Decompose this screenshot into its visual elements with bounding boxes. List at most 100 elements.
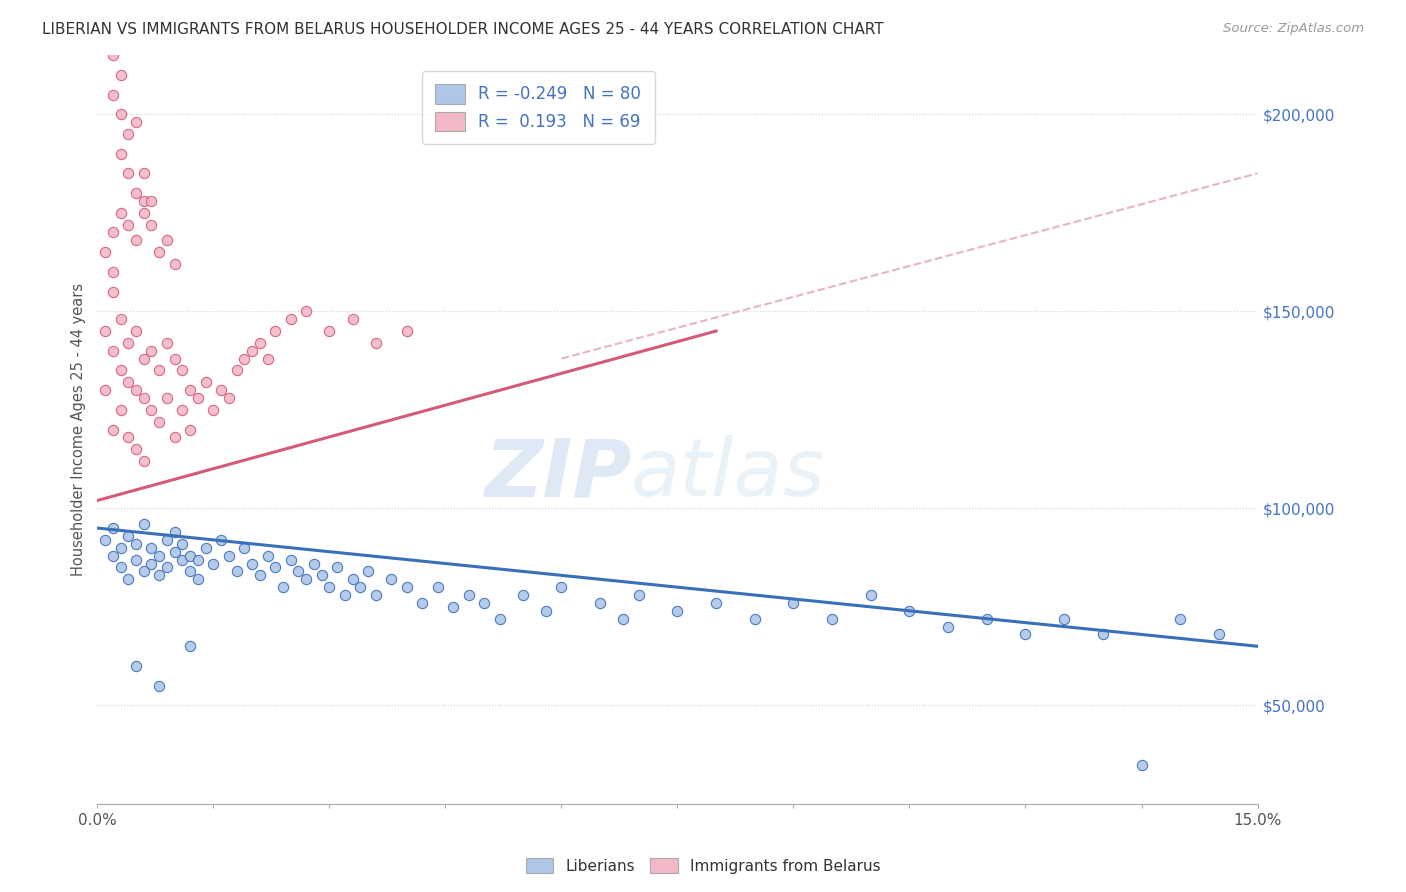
Point — [101, 87, 124, 102]
Point — [117, 529, 139, 543]
Point — [976, 612, 998, 626]
Point — [194, 376, 217, 390]
Point — [179, 549, 201, 563]
Point — [179, 383, 201, 397]
Text: LIBERIAN VS IMMIGRANTS FROM BELARUS HOUSEHOLDER INCOME AGES 25 - 44 YEARS CORREL: LIBERIAN VS IMMIGRANTS FROM BELARUS HOUS… — [42, 22, 884, 37]
Legend: Liberians, Immigrants from Belarus: Liberians, Immigrants from Belarus — [519, 852, 887, 880]
Point — [395, 324, 418, 338]
Point — [249, 568, 271, 582]
Point — [179, 565, 201, 579]
Point — [426, 580, 449, 594]
Point — [1014, 627, 1036, 641]
Point — [318, 324, 340, 338]
Point — [202, 557, 225, 571]
Point — [172, 537, 194, 551]
Point — [666, 604, 689, 618]
Point — [156, 391, 179, 405]
Point — [302, 557, 325, 571]
Point — [280, 552, 302, 566]
Point — [271, 580, 294, 594]
Point — [357, 565, 380, 579]
Point — [172, 402, 194, 417]
Point — [110, 68, 132, 82]
Point — [172, 363, 194, 377]
Point — [163, 257, 186, 271]
Point — [342, 572, 364, 586]
Point — [233, 351, 256, 366]
Point — [163, 430, 186, 444]
Point — [1091, 627, 1114, 641]
Point — [125, 186, 148, 200]
Point — [125, 383, 148, 397]
Point — [163, 524, 186, 539]
Point — [110, 541, 132, 555]
Point — [148, 245, 170, 260]
Point — [156, 335, 179, 350]
Point — [411, 596, 433, 610]
Point — [156, 233, 179, 247]
Point — [295, 304, 318, 318]
Point — [380, 572, 402, 586]
Y-axis label: Householder Income Ages 25 - 44 years: Householder Income Ages 25 - 44 years — [72, 283, 86, 576]
Point — [233, 541, 256, 555]
Point — [101, 226, 124, 240]
Point — [148, 415, 170, 429]
Point — [132, 517, 155, 532]
Point — [125, 442, 148, 457]
Point — [225, 363, 247, 377]
Point — [125, 659, 148, 673]
Point — [488, 612, 510, 626]
Text: Source: ZipAtlas.com: Source: ZipAtlas.com — [1223, 22, 1364, 36]
Legend: R = -0.249   N = 80, R =  0.193   N = 69: R = -0.249 N = 80, R = 0.193 N = 69 — [422, 71, 655, 145]
Point — [117, 218, 139, 232]
Point — [256, 549, 278, 563]
Point — [132, 166, 155, 180]
Point — [148, 679, 170, 693]
Point — [101, 549, 124, 563]
Point — [117, 335, 139, 350]
Point — [311, 568, 333, 582]
Point — [125, 537, 148, 551]
Point — [117, 572, 139, 586]
Point — [264, 324, 287, 338]
Point — [163, 351, 186, 366]
Point — [125, 233, 148, 247]
Point — [141, 343, 163, 358]
Point — [318, 580, 340, 594]
Point — [1208, 627, 1230, 641]
Point — [249, 335, 271, 350]
Point — [125, 324, 148, 338]
Point — [141, 194, 163, 208]
Point — [333, 588, 356, 602]
Point — [132, 565, 155, 579]
Point — [612, 612, 634, 626]
Point — [110, 560, 132, 574]
Point — [172, 552, 194, 566]
Point — [117, 376, 139, 390]
Point — [209, 533, 232, 547]
Point — [141, 402, 163, 417]
Point — [110, 312, 132, 326]
Point — [141, 541, 163, 555]
Point — [512, 588, 534, 602]
Point — [287, 565, 309, 579]
Point — [472, 596, 495, 610]
Point — [704, 596, 727, 610]
Point — [101, 285, 124, 299]
Point — [1053, 612, 1076, 626]
Point — [898, 604, 921, 618]
Point — [125, 115, 148, 129]
Point — [1168, 612, 1191, 626]
Point — [821, 612, 844, 626]
Point — [627, 588, 650, 602]
Point — [364, 588, 387, 602]
Point — [589, 596, 612, 610]
Point — [209, 383, 232, 397]
Point — [117, 166, 139, 180]
Point — [550, 580, 572, 594]
Point — [859, 588, 882, 602]
Point — [225, 565, 247, 579]
Point — [156, 560, 179, 574]
Point — [202, 402, 225, 417]
Point — [349, 580, 371, 594]
